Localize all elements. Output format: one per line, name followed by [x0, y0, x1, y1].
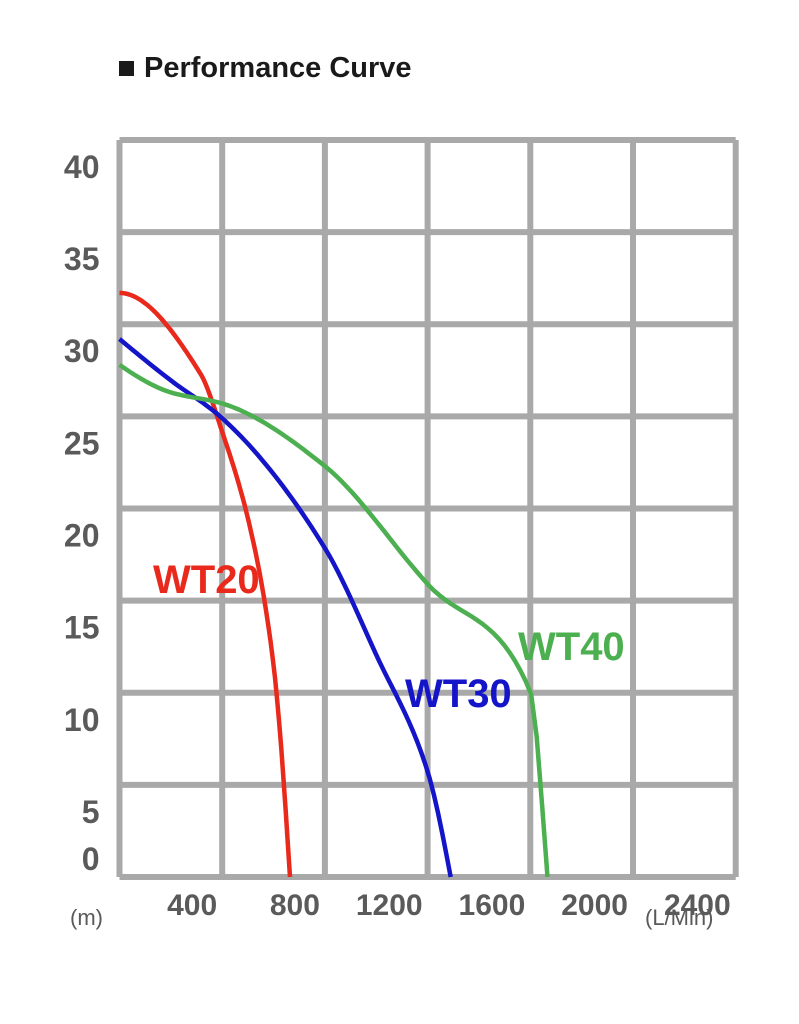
- svg-text:20: 20: [64, 518, 100, 554]
- svg-text:35: 35: [64, 241, 100, 277]
- svg-text:1200: 1200: [356, 889, 423, 922]
- svg-text:5: 5: [82, 794, 100, 830]
- svg-text:15: 15: [64, 610, 100, 646]
- svg-text:400: 400: [167, 889, 217, 922]
- svg-text:2000: 2000: [561, 889, 628, 922]
- svg-text:40: 40: [64, 149, 100, 185]
- svg-text:10: 10: [64, 702, 100, 738]
- svg-text:1600: 1600: [459, 889, 526, 922]
- svg-text:800: 800: [270, 889, 320, 922]
- svg-text:0: 0: [82, 841, 100, 877]
- svg-text:25: 25: [64, 425, 100, 461]
- svg-text:30: 30: [64, 333, 100, 369]
